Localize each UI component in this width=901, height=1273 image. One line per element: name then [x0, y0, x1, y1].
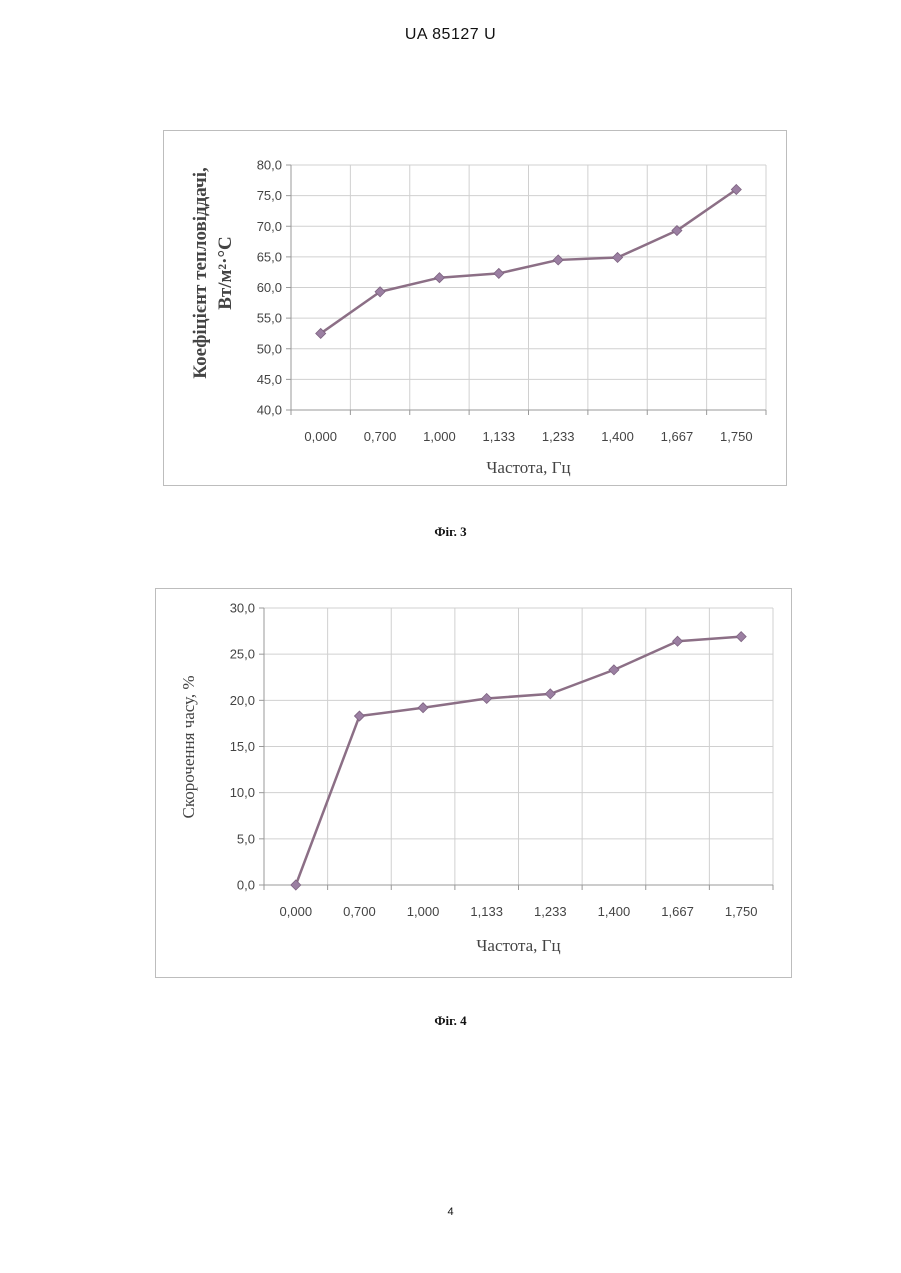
data-point-marker — [434, 273, 444, 283]
y-tick-label: 40,0 — [257, 403, 282, 418]
y-tick-label: 10,0 — [230, 785, 255, 800]
x-tick-label: 0,700 — [364, 429, 397, 444]
y-axis-title: Скорочення часу, % — [179, 675, 198, 818]
x-tick-label: 1,400 — [598, 904, 631, 919]
page-header: UA 85127 U — [0, 26, 901, 44]
x-tick-label: 1,667 — [661, 429, 694, 444]
y-axis-title-line1: Коефіцієнт тепловіддачі, — [190, 167, 211, 379]
data-point-marker — [494, 268, 504, 278]
y-axis-title-line2: Вт/м²·°С — [215, 236, 236, 310]
x-tick-label: 0,000 — [304, 429, 337, 444]
y-tick-label: 45,0 — [257, 372, 282, 387]
x-tick-label: 1,133 — [470, 904, 503, 919]
data-point-marker — [291, 880, 301, 890]
x-axis-title: Частота, Гц — [486, 458, 570, 477]
figure-4-chart: 0,0 5,0 10,0 15,0 20,0 25,0 30,0 0,000 0,700 1,00… — [155, 588, 792, 978]
x-tick-label: 1,750 — [720, 429, 753, 444]
time-reduction-chart: 0,0 5,0 10,0 15,0 20,0 25,0 30,0 0,000 0,700 1,00… — [156, 589, 791, 977]
x-tick-label: 1,233 — [534, 904, 567, 919]
y-tick-label: 80,0 — [257, 158, 282, 173]
data-point-marker — [609, 665, 619, 675]
y-tick-label: 25,0 — [230, 647, 255, 662]
x-tick-label: 0,000 — [280, 904, 313, 919]
y-tick-label: 0,0 — [237, 878, 255, 893]
heat-transfer-chart: 40,0 45,0 50,0 55,0 60,0 65,0 70,0 75,0 80,0 0,00… — [164, 131, 786, 485]
data-point-marker — [613, 252, 623, 262]
data-point-marker — [673, 636, 683, 646]
y-tick-label: 5,0 — [237, 831, 255, 846]
figure-3-chart: 40,0 45,0 50,0 55,0 60,0 65,0 70,0 75,0 80,0 0,00… — [163, 130, 787, 486]
x-axis-title: Частота, Гц — [476, 936, 560, 955]
y-tick-label: 65,0 — [257, 249, 282, 264]
x-tick-label: 1,667 — [661, 904, 694, 919]
data-point-marker — [418, 703, 428, 713]
y-tick-label: 55,0 — [257, 311, 282, 326]
x-tick-label: 0,700 — [343, 904, 376, 919]
x-tick-label: 1,133 — [483, 429, 516, 444]
figure-4-caption: Фіг. 4 — [0, 1013, 901, 1029]
y-tick-label: 15,0 — [230, 739, 255, 754]
data-point-marker — [736, 632, 746, 642]
data-point-marker — [354, 711, 364, 721]
y-tick-label: 50,0 — [257, 341, 282, 356]
y-tick-label: 70,0 — [257, 219, 282, 234]
data-point-marker — [545, 689, 555, 699]
x-tick-label: 1,750 — [725, 904, 758, 919]
y-tick-label: 75,0 — [257, 188, 282, 203]
x-tick-label: 1,233 — [542, 429, 575, 444]
figure-3-caption: Фіг. 3 — [0, 524, 901, 540]
page-number: 4 — [0, 1206, 901, 1218]
y-tick-label: 20,0 — [230, 693, 255, 708]
x-tick-label: 1,400 — [601, 429, 634, 444]
x-tick-label: 1,000 — [407, 904, 440, 919]
y-tick-label: 30,0 — [230, 601, 255, 616]
x-tick-label: 1,000 — [423, 429, 456, 444]
data-point-marker — [482, 693, 492, 703]
y-tick-label: 60,0 — [257, 280, 282, 295]
